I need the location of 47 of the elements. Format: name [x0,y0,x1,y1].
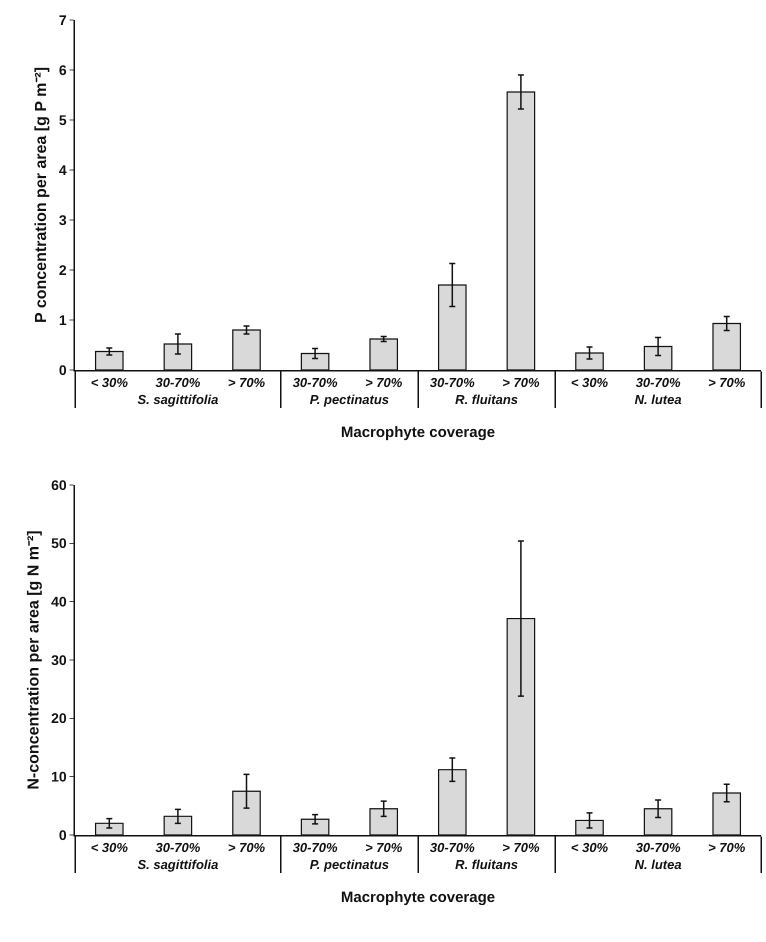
x-tick-label: > 70% [228,375,266,390]
text: N. lutea [634,857,682,872]
y-tick-label: 20 [51,710,67,726]
text: S. sagittifolia [137,857,218,872]
y-tick-label: 1 [58,312,67,328]
y-tick-label: 4 [58,162,67,178]
x-tick-label: 30-70% [430,375,476,390]
x-tick-label: > 70% [365,375,403,390]
x-axis-title: Macrophyte coverage [340,888,496,906]
x-tick-label: < 30% [570,375,609,390]
y-tick-label: 6 [58,62,67,78]
y-tick-label: 2 [58,262,67,278]
x-tick-label: > 70% [502,840,540,856]
x-tick-label: < 30% [90,840,128,856]
text: R. fluitans [455,857,518,872]
text: P. pectinatus [310,857,390,872]
x-tick-label: < 30% [90,375,128,390]
x-tick-label: 30-70% [155,375,201,390]
x-tick-label: < 30% [570,840,609,856]
x-tick-label: 30-70% [430,840,476,856]
y-tick-label: 60 [51,476,67,493]
x-tick-label: 30-70% [636,840,681,856]
x-tick-label: > 70% [228,840,266,856]
text: P. pectinatus [310,392,390,408]
y-tick-label: 30 [51,652,67,668]
y-tick-label: 0 [58,826,67,843]
x-tick-label: > 70% [708,840,746,856]
x-tick-label: 30-70% [292,375,338,390]
y-tick-label: 5 [58,112,67,128]
y-axis-title: P concentration per area [g P m⁻²] [33,66,50,324]
y-tick-label: 0 [58,362,67,378]
x-tick-label: > 70% [708,375,746,390]
y-tick-label: 40 [51,594,67,610]
x-tick-label: 30-70% [636,375,681,390]
y-tick-label: 50 [51,535,67,552]
y-axis-title: N-concentration per area [g N m⁻²] [25,530,42,790]
x-axis-title: Macrophyte coverage [340,424,496,441]
x-tick-label: 30-70% [292,840,338,856]
text: R. fluitans [455,392,518,408]
text: S. sagittifolia [137,392,218,408]
y-tick-label: 7 [58,12,67,28]
x-tick-label: 30-70% [155,840,201,856]
x-tick-label: > 70% [502,375,540,390]
text: N. lutea [634,392,682,408]
y-tick-label: 10 [51,768,67,785]
y-tick-label: 3 [58,212,67,228]
x-tick-label: > 70% [365,840,403,856]
